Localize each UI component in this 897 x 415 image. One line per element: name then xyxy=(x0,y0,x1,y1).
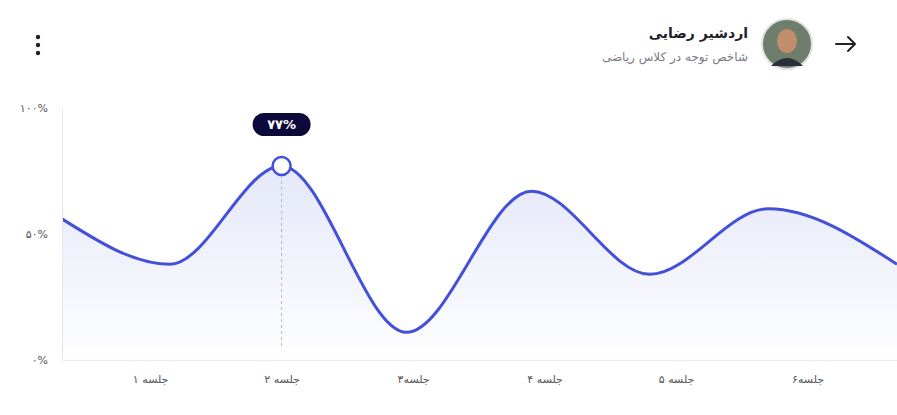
avatar xyxy=(762,19,812,69)
x-tick: جلسه۳ xyxy=(398,360,430,386)
menu-dot[interactable] xyxy=(36,51,40,55)
x-tick-label: جلسه ۵ xyxy=(659,373,695,386)
x-axis-line xyxy=(63,360,897,361)
x-tick-label: جلسه ۲ xyxy=(264,373,300,386)
menu[interactable] xyxy=(36,35,40,55)
subtitle: شاخص توجه در کلاس ریاضی xyxy=(602,50,748,65)
menu-dot[interactable] xyxy=(36,43,40,47)
x-tick-label: جلسه۶ xyxy=(792,373,824,386)
annotation-label: ۷۷% xyxy=(267,117,296,132)
x-tick: جلسه ۵ xyxy=(659,360,695,386)
avatar-face xyxy=(777,29,797,53)
back-arrow[interactable] xyxy=(836,37,855,51)
x-tick: جلسه ۴ xyxy=(527,360,563,386)
y-tick-label: ۱۰۰% xyxy=(20,102,48,115)
menu-dot[interactable] xyxy=(36,35,40,39)
y-tick-label: ۰% xyxy=(32,354,48,367)
plot xyxy=(62,157,897,360)
area xyxy=(62,166,897,360)
y-axis: ۰% ۵۰% ۱۰۰% xyxy=(20,102,63,367)
annotation: ۷۷% xyxy=(253,113,311,136)
annotation-guide xyxy=(281,175,282,348)
annotation-badge xyxy=(253,113,311,136)
x-axis: جلسه ۱ جلسه ۲ جلسه۳ جلسه ۴ جلسه ۵ جلسه۶ xyxy=(63,360,897,386)
annotation-point[interactable] xyxy=(273,157,291,175)
title: اردشیر رضایی xyxy=(649,25,748,42)
line xyxy=(62,166,897,332)
y-tick: ۵۰% xyxy=(26,228,62,241)
x-tick-label: جلسه۳ xyxy=(398,373,430,386)
x-tick: جلسه۶ xyxy=(792,360,824,386)
y-tick: ۱۰۰% xyxy=(20,102,62,115)
x-tick-label: جلسه ۱ xyxy=(133,373,169,386)
header: اردشیر رضایی شاخص توجه در کلاس ریاضی xyxy=(36,19,855,69)
y-tick: ۰% xyxy=(32,354,62,367)
x-tick-label: جلسه ۴ xyxy=(527,373,563,386)
chart: اردشیر رضایی شاخص توجه در کلاس ریاضی ۰% ۵۰%… xyxy=(0,0,897,415)
avatar-bg xyxy=(762,19,812,69)
x-tick: جلسه ۲ xyxy=(264,360,300,386)
x-tick: جلسه ۱ xyxy=(133,360,169,386)
y-axis-line xyxy=(62,109,63,361)
avatar-body xyxy=(771,58,803,66)
y-tick-label: ۵۰% xyxy=(26,228,48,241)
